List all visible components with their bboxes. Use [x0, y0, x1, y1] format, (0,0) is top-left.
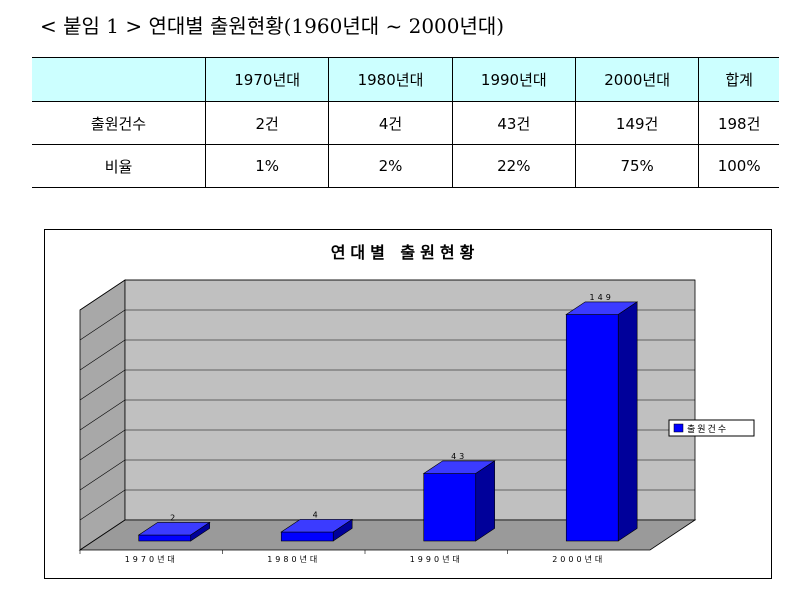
header-cell: 합계 — [698, 57, 779, 102]
header-cell — [32, 57, 206, 102]
bar-side — [617, 301, 638, 542]
table-cell: 43건 — [452, 101, 576, 145]
table-cell: 100% — [698, 144, 779, 188]
bar-front — [138, 534, 192, 542]
bar-2000년대 — [565, 301, 639, 542]
table-cell: 198건 — [698, 101, 779, 145]
gridline-side — [79, 429, 126, 461]
chart-legend: 출원건수 — [668, 419, 755, 437]
x-tick-label: 1980년대 — [267, 554, 320, 564]
table-header-row: 1970년대 1980년대 1990년대 2000년대 합계 — [32, 57, 779, 102]
bar-chart: 연대별 출원현황 2 1970년대 4 1980년대 43 1990년대 149 2000년대… — [78, 243, 755, 564]
chart-container: 연대별 출원현황 2 1970년대 4 1980년대 43 1990년대 149 2000년대… — [44, 229, 772, 579]
x-tick-label: 1990년대 — [410, 554, 463, 564]
table-row: 출원건수 2건 4건 43건 149건 198건 — [32, 101, 779, 145]
page-caption: < 붙임 1 > 연대별 출원현황(1960년대 ~ 2000년대) — [40, 14, 505, 38]
data-label: 149 — [590, 293, 614, 302]
table-cell: 2건 — [205, 101, 330, 145]
header-cell: 1980년대 — [328, 57, 453, 102]
table-cell: 75% — [575, 144, 700, 188]
stats-table: 1970년대 1980년대 1990년대 2000년대 합계 출원건수 2건 4… — [32, 57, 779, 188]
gridline-side — [79, 339, 126, 371]
chart-title: 연대별 출원현황 — [331, 243, 480, 262]
gridline-side — [79, 369, 126, 401]
bar-1980년대 — [280, 518, 354, 542]
legend-box — [668, 419, 755, 437]
x-tick-label: 1970년대 — [125, 554, 178, 564]
legend-label: 출원건수 — [687, 424, 728, 435]
row-label: 출원건수 — [32, 101, 206, 145]
gridline-side — [79, 309, 126, 341]
bar-1990년대 — [422, 460, 496, 542]
gridline-side — [79, 279, 126, 311]
table-cell: 1% — [205, 144, 330, 188]
bar-1970년대 — [137, 521, 211, 542]
bar-front — [280, 531, 334, 542]
data-label: 2 — [170, 513, 178, 522]
bar-front — [565, 314, 619, 542]
gridline-side — [79, 489, 126, 521]
header-cell: 1990년대 — [452, 57, 576, 102]
data-label: 4 — [313, 510, 321, 519]
table-cell: 149건 — [575, 101, 700, 145]
chart-bars: 2 1970년대 4 1980년대 43 1990년대 149 2000년대 — [79, 293, 639, 564]
table-cell: 4건 — [328, 101, 453, 145]
gridline-side — [79, 399, 126, 431]
row-label: 비율 — [32, 144, 206, 188]
chart-floor — [78, 519, 697, 551]
bar-side — [190, 521, 210, 542]
data-label: 43 — [451, 452, 467, 461]
bar-front — [423, 473, 477, 542]
header-cell: 1970년대 — [205, 57, 330, 102]
table-cell: 2% — [328, 144, 453, 188]
bar-side — [475, 460, 495, 542]
x-tick-label: 2000년대 — [552, 554, 605, 564]
bar-side — [332, 518, 353, 542]
legend-swatch — [673, 423, 684, 433]
gridline-side — [79, 459, 126, 491]
table-cell: 22% — [452, 144, 576, 188]
table-row: 비율 1% 2% 22% 75% 100% — [32, 144, 779, 188]
header-cell: 2000년대 — [575, 57, 700, 102]
